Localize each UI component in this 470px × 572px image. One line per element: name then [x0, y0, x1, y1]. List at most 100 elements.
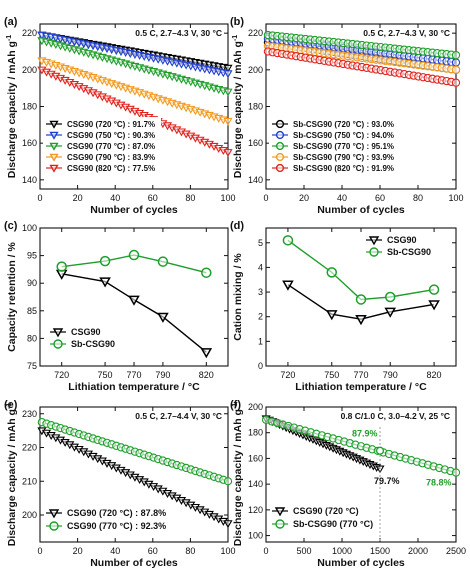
panel-letter: (f)	[230, 399, 241, 411]
x-tick-label: 2500	[446, 546, 466, 556]
y-axis-title: Cation mixing / %	[232, 253, 244, 341]
data-point	[157, 256, 169, 267]
y-tick-label: 160	[22, 138, 37, 148]
x-tick-label: 2000	[408, 546, 428, 556]
y-tick-label: 200	[248, 65, 263, 75]
x-tick-label: 100	[220, 546, 235, 556]
panel-f: (f) 0 500 1000 1500 2000 2500 100 120 140 160 180 20…	[230, 399, 466, 569]
x-tick-label: 20	[73, 193, 83, 203]
y-tick-label: 5	[258, 238, 263, 248]
legend-label: CSG90 (720 °C)	[293, 506, 359, 516]
y-tick-label: 200	[22, 65, 37, 75]
x-tick-label: 720	[54, 370, 69, 380]
legend-label: CSG90 (720 °C) : 87.8%	[67, 508, 166, 518]
series-2	[37, 37, 233, 97]
data-point	[157, 312, 169, 323]
legend-label: CSG90	[71, 327, 101, 337]
x-tick-label: 820	[427, 370, 442, 380]
legend-marker	[49, 120, 59, 129]
legend-label: Sb-CSG90 (790 °C) : 93.9%	[293, 153, 394, 162]
data-point	[282, 280, 294, 291]
y-tick-label: 220	[248, 28, 263, 38]
legend-marker	[275, 141, 285, 151]
legend-label: CSG90 (750 °C) : 90.3%	[67, 131, 155, 140]
legend-label: Sb-CSG90 (770 °C)	[293, 519, 373, 529]
series-4	[37, 66, 233, 158]
data-point	[451, 51, 461, 60]
data-point	[201, 267, 212, 278]
legend-label: CSG90 (720 °C) : 91.7%	[67, 120, 155, 129]
series-0	[282, 280, 440, 326]
data-point	[128, 295, 140, 306]
x-tick-label: 80	[185, 546, 195, 556]
x-axis-title: Number of cycles	[90, 204, 178, 216]
data-point	[223, 70, 233, 79]
x-tick-label: 750	[324, 370, 339, 380]
panel-c: (c) 720 750 770 790 820 75 80 85 90 95 100 Lithiatio…	[4, 220, 229, 393]
y-tick-label: 180	[22, 102, 37, 112]
x-tick-label: 80	[413, 193, 423, 203]
data-point	[223, 477, 233, 486]
x-tick-label: 500	[296, 546, 311, 556]
condition-label: 0.5 C, 2.7–4.4 V, 30 °C	[135, 411, 222, 421]
y-tick-label: 100	[248, 531, 263, 541]
y-tick-label: 140	[22, 175, 37, 185]
legend-marker	[53, 339, 63, 349]
series-3	[37, 57, 233, 126]
data-point	[355, 294, 367, 305]
y-tick-label: 3	[258, 287, 263, 297]
x-tick-label: 0	[37, 546, 42, 556]
series-3	[263, 41, 461, 74]
panel-e: (e) 0 20 40 60 80 100 200 210 220 230 Number of cyc…	[4, 399, 236, 569]
x-tick-label: 40	[110, 193, 120, 203]
x-tick-label: 0	[263, 546, 268, 556]
data-point	[200, 348, 213, 359]
y-tick-label: 180	[248, 102, 263, 112]
y-axis-title: Discharge capacity / mAh g-1	[232, 403, 244, 546]
annotation-label: 87.9%	[352, 429, 378, 439]
series-1	[56, 249, 212, 278]
legend-label: CSG90 (770 °C) : 92.3%	[67, 521, 166, 531]
legend-box	[269, 117, 387, 176]
x-tick-label: 20	[73, 546, 83, 556]
data-point	[384, 307, 397, 318]
y-tick-label: 120	[248, 505, 263, 515]
panel-letter: (e)	[4, 399, 18, 411]
x-tick-label: 60	[148, 546, 158, 556]
x-tick-label: 750	[98, 370, 113, 380]
y-tick-label: 0	[258, 361, 263, 371]
panel-letter: (a)	[4, 16, 18, 28]
legend-marker	[49, 131, 59, 140]
legend-label: CSG90 (790 °C) : 83.9%	[67, 153, 155, 162]
y-tick-label: 140	[248, 175, 263, 185]
data-point	[223, 117, 233, 126]
legend: CSG90 (720 °C) : 87.8% CSG90 (770 °C) : 9…	[46, 508, 166, 531]
x-tick-label: 80	[185, 193, 195, 203]
condition-label: 0.5 C, 2.7–4.3 V, 30 °C	[363, 28, 450, 38]
plot-frame	[39, 406, 229, 543]
panel-a: (a) 0 20 40 60 80 100 140 160 180 200 220 Number of …	[4, 16, 236, 216]
data-point	[384, 291, 396, 303]
legend-label: CSG90 (820 °C) : 77.5%	[67, 164, 155, 173]
legend: CSG90 (720 °C) Sb-CSG90 (770 °C)	[272, 506, 373, 529]
legend: CSG90 Sb-CSG90	[50, 327, 115, 349]
legend-marker	[275, 519, 285, 529]
y-tick-label: 200	[22, 510, 37, 520]
x-tick-label: 40	[337, 193, 347, 203]
data-point	[99, 255, 111, 267]
series-1	[37, 31, 233, 79]
series-0	[37, 427, 233, 529]
x-tick-label: 1000	[332, 546, 352, 556]
series-4	[263, 47, 461, 87]
x-tick-label: 100	[220, 193, 235, 203]
y-tick-label: 140	[248, 479, 263, 489]
legend-marker	[368, 236, 380, 246]
series-1	[282, 235, 440, 305]
y-tick-label: 160	[248, 453, 263, 463]
x-tick-label: 770	[353, 370, 368, 380]
data-point	[99, 277, 111, 288]
y-tick-label: 85	[27, 306, 37, 316]
highlight-point	[375, 446, 385, 455]
legend-marker	[275, 119, 285, 129]
